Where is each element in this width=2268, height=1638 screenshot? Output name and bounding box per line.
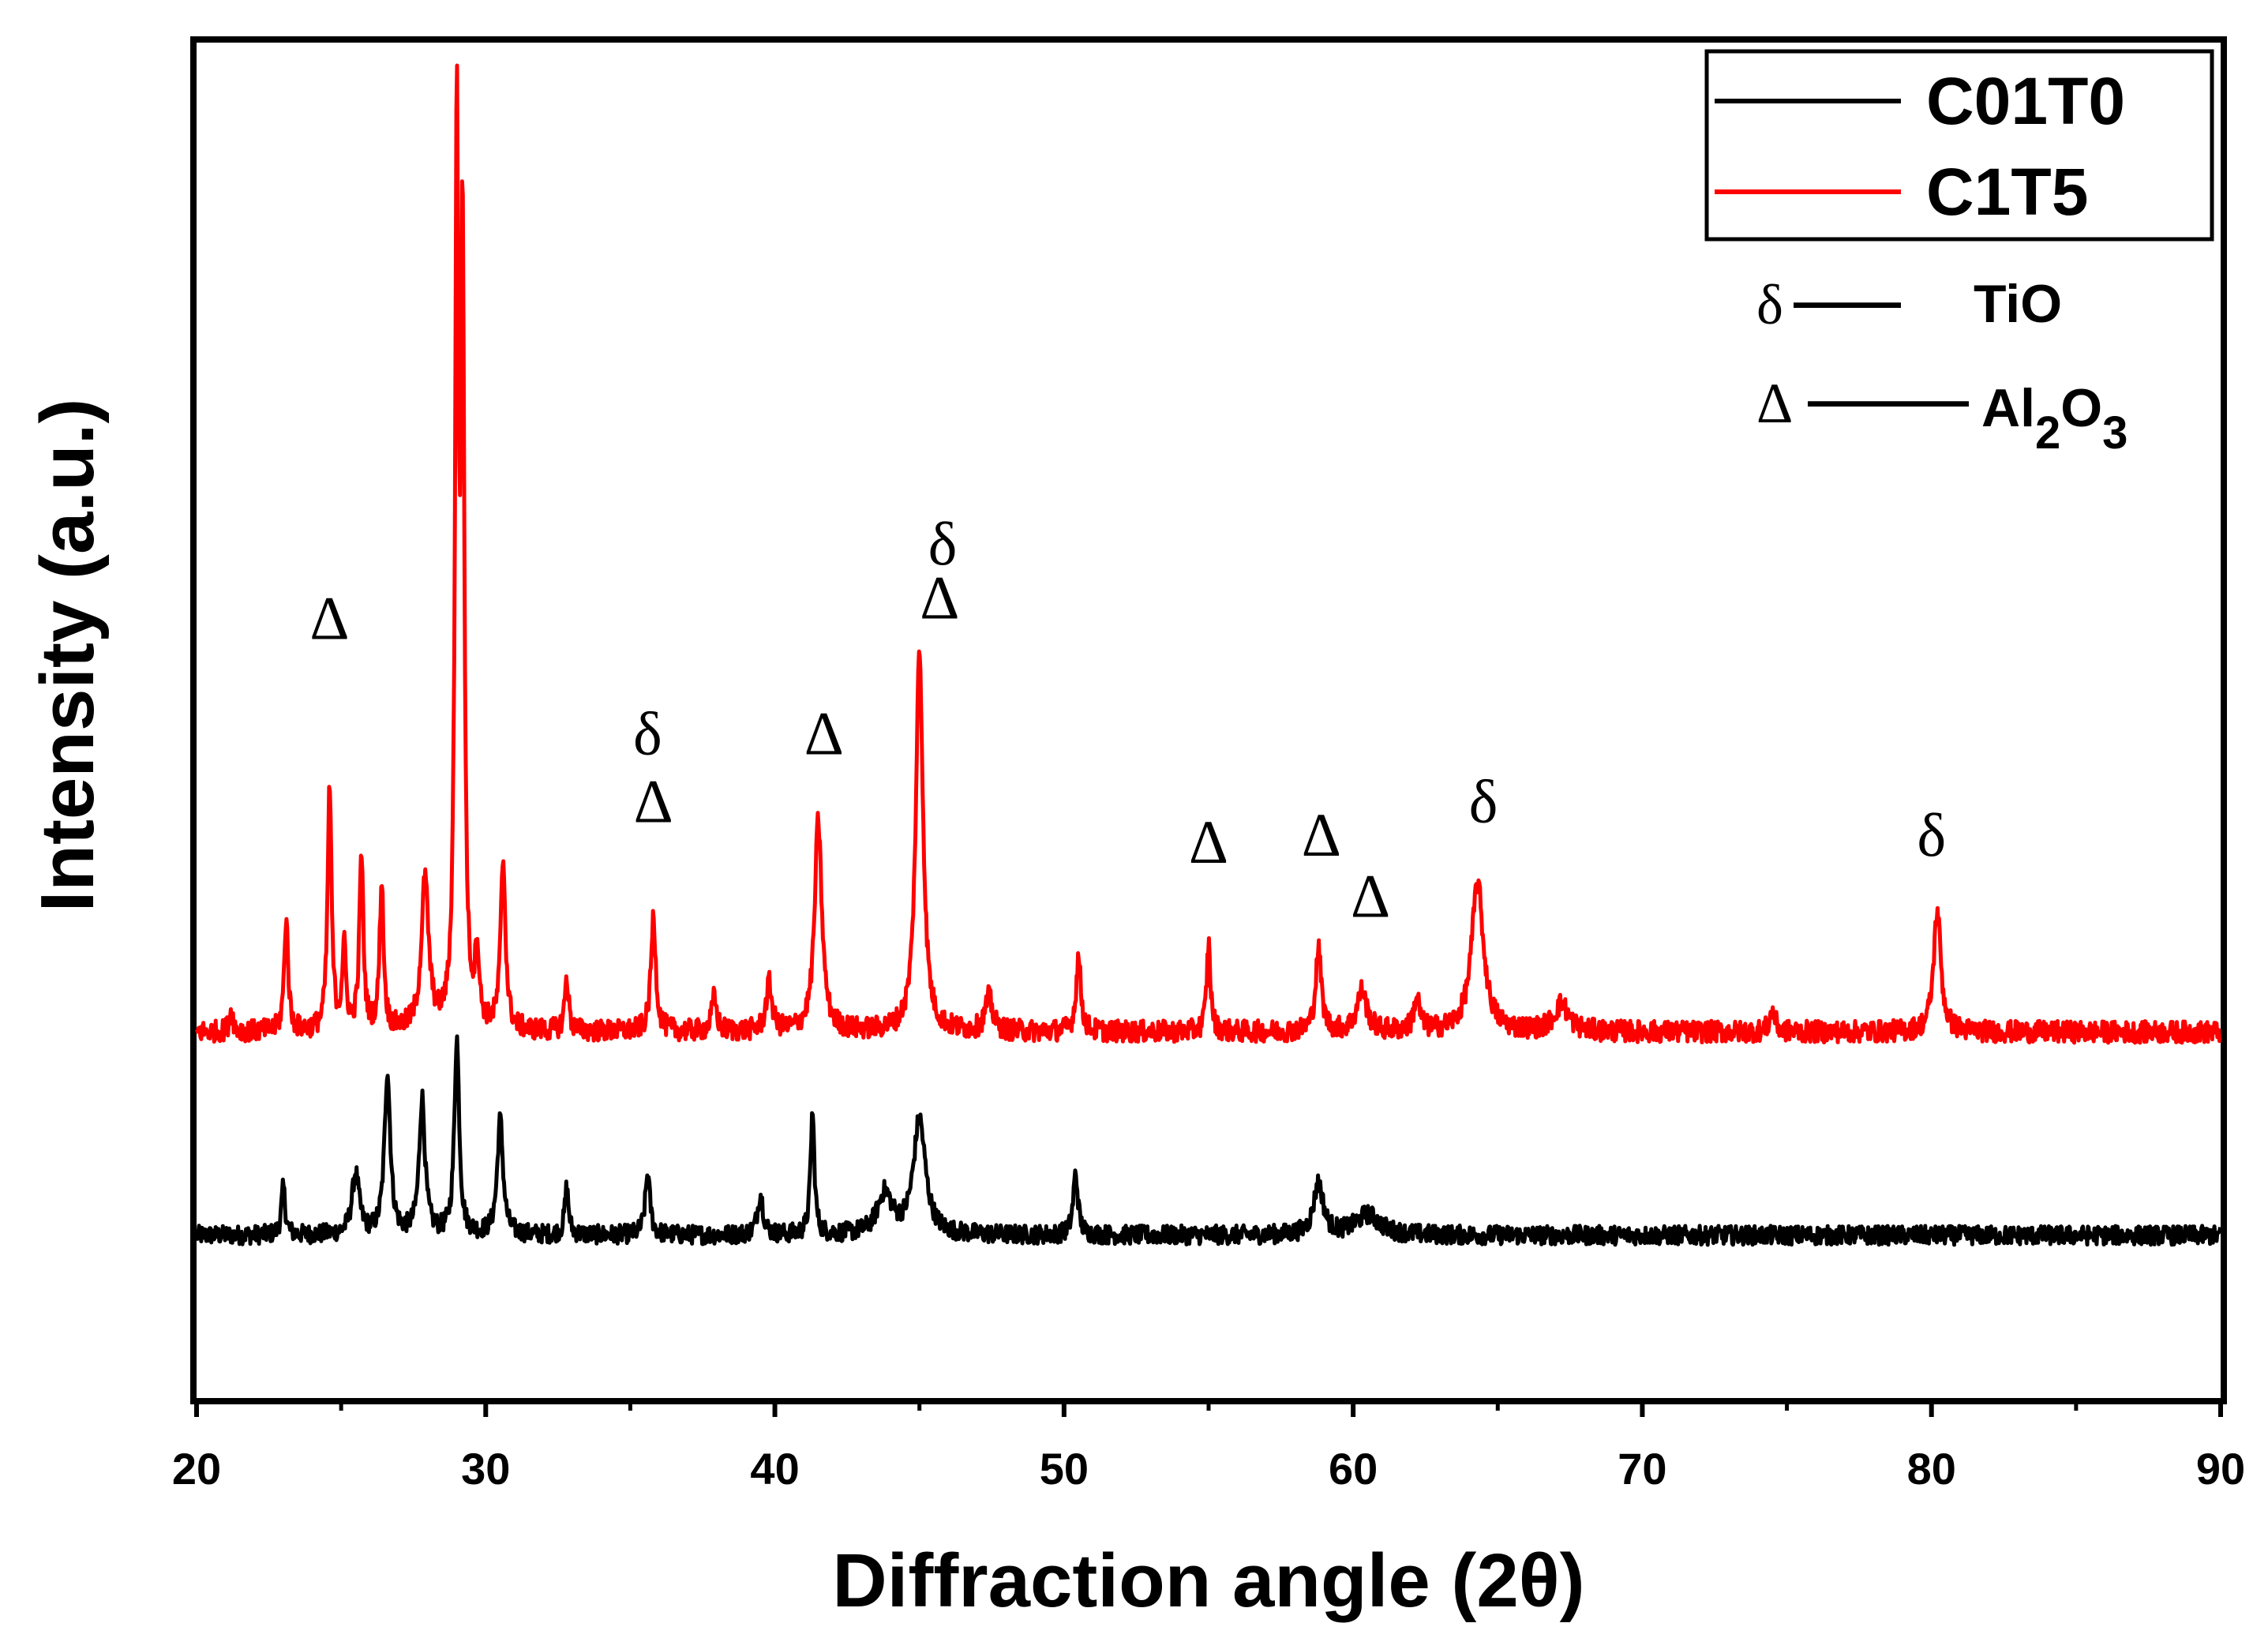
phase-legend-tio-dashes: ——	[1794, 272, 1901, 332]
al2o3-peak-marker-0: Δ	[309, 583, 349, 652]
series-legend: C01T0 C1T5	[1704, 49, 2214, 242]
o-subscript: 3	[2102, 407, 2127, 459]
series-line-c01t0	[194, 1034, 2222, 1247]
x-tick-label-20: 20	[172, 1444, 221, 1494]
series-layer	[194, 63, 2222, 1247]
al2o3-peak-marker-8: Δ	[1351, 861, 1390, 930]
x-axis-title: Diffraction angle (2θ)	[832, 1539, 1584, 1623]
tio-peak-marker-9: δ	[1469, 767, 1498, 835]
legend-box	[1704, 49, 2214, 242]
phase-legend-al2o3-dashes: ———	[1808, 370, 1969, 430]
x-tick-label-80: 80	[1907, 1444, 1956, 1494]
x-axis-ticks: 20 30 40 50 60 70 80 90	[172, 1401, 2245, 1494]
al2o3-peak-marker-3: Δ	[804, 699, 844, 767]
phase-legend-al2o3-label: Al2O3	[1981, 378, 2127, 459]
tio-peak-marker-4: δ	[928, 509, 958, 578]
al2o3-peak-marker-2: Δ	[634, 767, 673, 835]
phase-legend-tio-label: TiO	[1974, 274, 2062, 334]
x-tick-label-50: 50	[1040, 1444, 1089, 1494]
o-text: O	[2060, 378, 2102, 438]
phase-legend: δ —— TiO Δ ——— Al2O3	[1756, 272, 2127, 459]
x-tick-label-70: 70	[1618, 1444, 1666, 1494]
x-tick-label-30: 30	[461, 1444, 510, 1494]
y-axis-title: Intensity (a.u.)	[25, 399, 110, 913]
series-line-c1t5	[195, 63, 2221, 1045]
phase-legend-al2o3-symbol: Δ	[1756, 372, 1793, 435]
tio-peak-marker-1: δ	[633, 699, 662, 767]
al2o3-peak-marker-6: Δ	[1189, 808, 1228, 876]
phase-legend-tio-symbol: δ	[1756, 273, 1783, 336]
al2o3-peak-marker-7: Δ	[1302, 800, 1341, 869]
legend-label-c01t0: C01T0	[1926, 64, 2125, 138]
x-tick-label-90: 90	[2196, 1444, 2245, 1494]
al2o3-peak-marker-5: Δ	[920, 564, 959, 632]
al-subscript: 2	[2035, 407, 2060, 459]
x-tick-label-60: 60	[1329, 1444, 1378, 1494]
plot-frame	[190, 36, 2227, 1404]
al-text: Al	[1981, 378, 2035, 438]
x-tick-label-40: 40	[750, 1444, 799, 1494]
legend-label-c1t5: C1T5	[1926, 155, 2088, 229]
tio-peak-marker-10: δ	[1917, 800, 1946, 869]
